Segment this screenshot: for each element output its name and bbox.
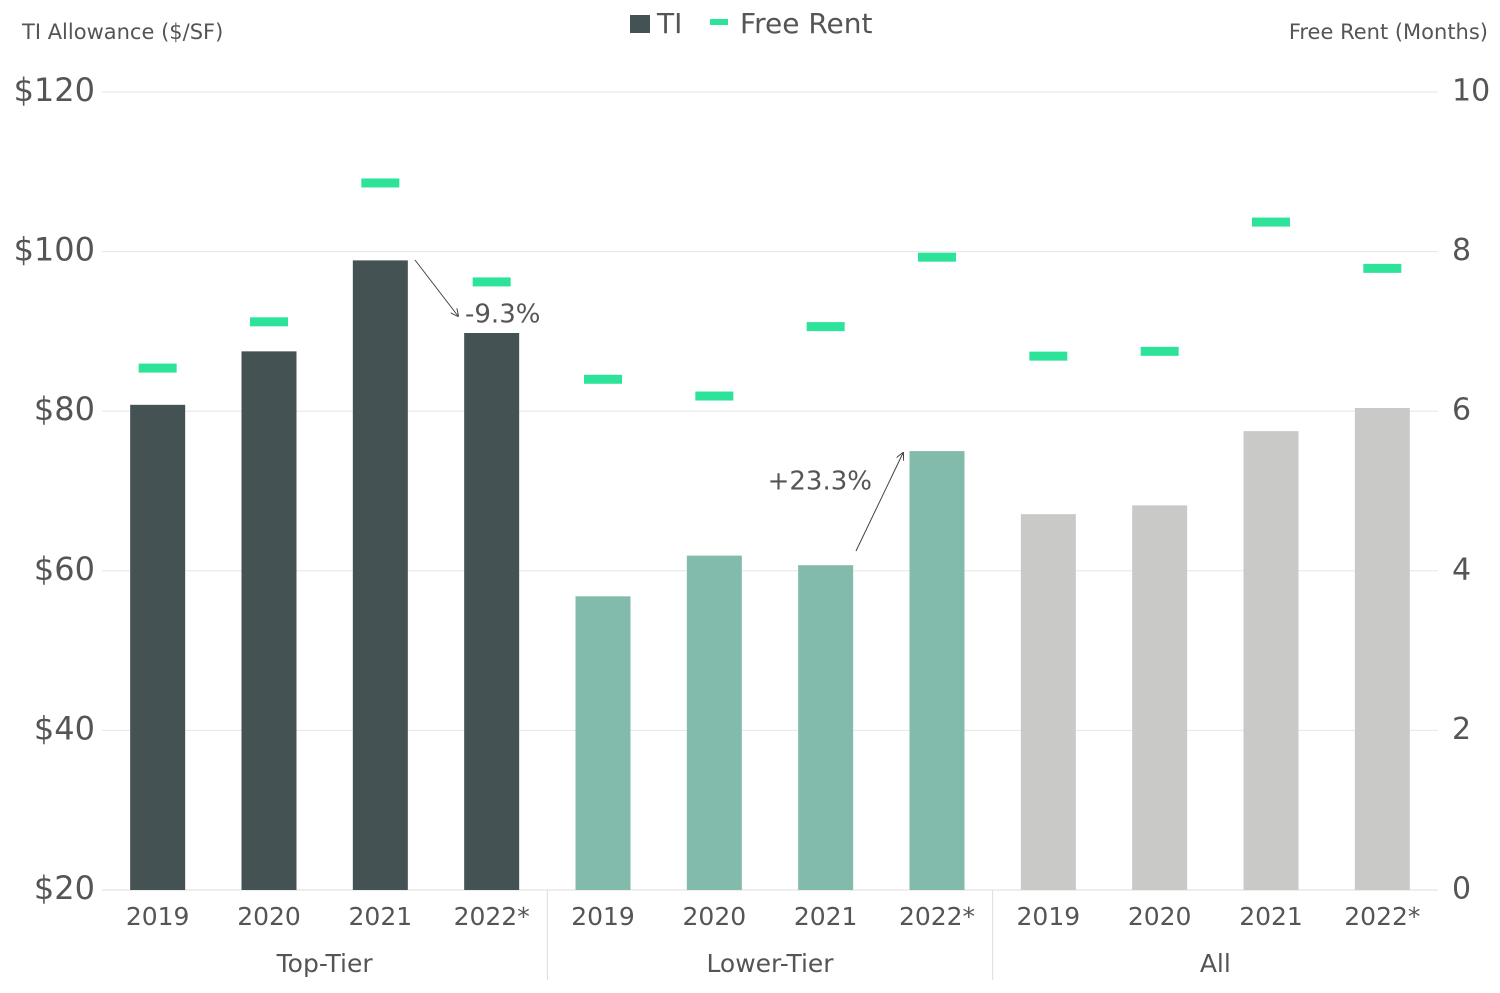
free-rent-marker xyxy=(1029,351,1068,361)
bar xyxy=(130,404,186,890)
y-tick-label: $60 xyxy=(34,550,95,588)
legend-swatch xyxy=(630,15,650,33)
y2-tick-label: 8 xyxy=(1452,233,1471,268)
free-rent-marker xyxy=(472,277,511,287)
bar xyxy=(1020,514,1076,890)
x-tick-label: 2021 xyxy=(1239,902,1303,931)
x-tick-label: 2022* xyxy=(899,902,975,931)
bar xyxy=(909,451,965,890)
y2-tick-label: 0 xyxy=(1452,872,1471,907)
free-rent-marker xyxy=(806,322,845,332)
legend-label: TI xyxy=(656,7,682,40)
y2-axis-title: Free Rent (Months) xyxy=(1289,20,1488,44)
bar xyxy=(575,596,631,890)
bar xyxy=(464,332,520,891)
x-tick-label: 2021 xyxy=(349,902,413,931)
x-tick-label: 2020 xyxy=(1128,902,1192,931)
x-tick-label: 2019 xyxy=(126,902,190,931)
free-rent-marker xyxy=(1140,346,1179,356)
free-rent-marker xyxy=(250,317,288,327)
y-tick-label: $40 xyxy=(34,709,95,747)
group-label: Lower-Tier xyxy=(706,949,834,978)
y-tick-label: $80 xyxy=(34,390,95,428)
bar xyxy=(798,565,854,890)
bar xyxy=(241,351,297,891)
legend-swatch xyxy=(710,19,728,25)
free-rent-marker xyxy=(695,391,734,401)
x-tick-label: 2020 xyxy=(237,902,301,931)
x-tick-label: 2022* xyxy=(1344,902,1420,931)
legend-label: Free Rent xyxy=(740,7,872,40)
y2-tick-label: 6 xyxy=(1452,393,1471,428)
y2-tick-label: 10 xyxy=(1452,74,1490,109)
bar xyxy=(1243,431,1299,890)
annotation-arrow xyxy=(855,453,903,552)
group-label: Top-Tier xyxy=(276,949,374,978)
annotation: +23.3% xyxy=(768,467,872,497)
free-rent-marker xyxy=(361,178,400,188)
bar xyxy=(1354,408,1410,890)
x-tick-label: 2020 xyxy=(683,902,747,931)
x-tick-label: 2021 xyxy=(794,902,858,931)
bar xyxy=(686,555,742,890)
y-tick-label: $20 xyxy=(34,869,95,907)
x-tick-label: 2019 xyxy=(571,902,635,931)
free-rent-marker xyxy=(1363,263,1402,273)
free-rent-marker xyxy=(918,252,956,262)
x-tick-label: 2022* xyxy=(454,902,530,931)
y-tick-label: $100 xyxy=(14,231,95,269)
free-rent-marker xyxy=(584,374,622,384)
y-axis-title: TI Allowance ($/SF) xyxy=(21,20,223,44)
y2-tick-label: 2 xyxy=(1452,712,1471,747)
annotation-arrow xyxy=(414,259,458,316)
annotation: -9.3% xyxy=(465,300,540,330)
y2-tick-label: 4 xyxy=(1452,552,1471,587)
bar xyxy=(1132,505,1188,890)
x-tick-label: 2019 xyxy=(1017,902,1081,931)
bar xyxy=(352,260,408,890)
y-tick-label: $120 xyxy=(14,71,95,109)
group-label: All xyxy=(1200,949,1231,978)
free-rent-marker xyxy=(138,363,177,373)
free-rent-marker xyxy=(1252,217,1290,227)
